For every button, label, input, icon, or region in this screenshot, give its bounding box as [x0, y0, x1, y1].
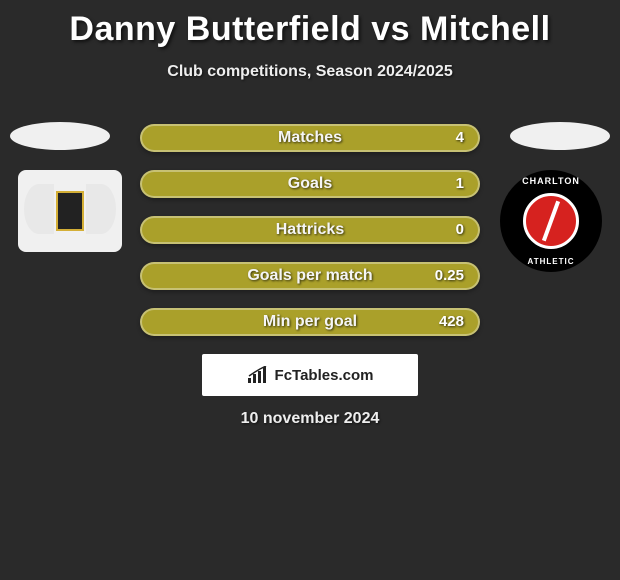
chart-icon	[247, 366, 269, 384]
team-right-crest: CHARLTON ATHLETIC	[500, 170, 602, 272]
stat-bar: Hattricks 0	[140, 216, 480, 244]
stat-label: Goals per match	[142, 264, 478, 288]
crest-text-top: CHARLTON	[500, 176, 602, 186]
stat-label: Min per goal	[142, 310, 478, 334]
stat-label: Matches	[142, 126, 478, 150]
crest-text-bottom: ATHLETIC	[500, 257, 602, 266]
stats-bars: Matches 4 Goals 1 Hattricks 0 Goals per …	[140, 124, 480, 354]
stat-value: 1	[456, 172, 464, 196]
player-right-oval	[510, 122, 610, 150]
sword-icon	[542, 201, 560, 242]
stat-bar: Min per goal 428	[140, 308, 480, 336]
stat-bar: Matches 4	[140, 124, 480, 152]
date-label: 10 november 2024	[0, 410, 620, 428]
player-left-oval	[10, 122, 110, 150]
stat-value: 0.25	[435, 264, 464, 288]
stat-value: 0	[456, 218, 464, 242]
stat-value: 4	[456, 126, 464, 150]
stat-value: 428	[439, 310, 464, 334]
watermark-badge: FcTables.com	[202, 354, 418, 396]
stat-bar: Goals per match 0.25	[140, 262, 480, 290]
team-left-crest	[18, 170, 122, 252]
page-title: Danny Butterfield vs Mitchell	[0, 0, 620, 49]
stat-label: Goals	[142, 172, 478, 196]
subtitle: Club competitions, Season 2024/2025	[0, 63, 620, 81]
stat-label: Hattricks	[142, 218, 478, 242]
stat-bar: Goals 1	[140, 170, 480, 198]
watermark-label: FcTables.com	[275, 367, 374, 384]
